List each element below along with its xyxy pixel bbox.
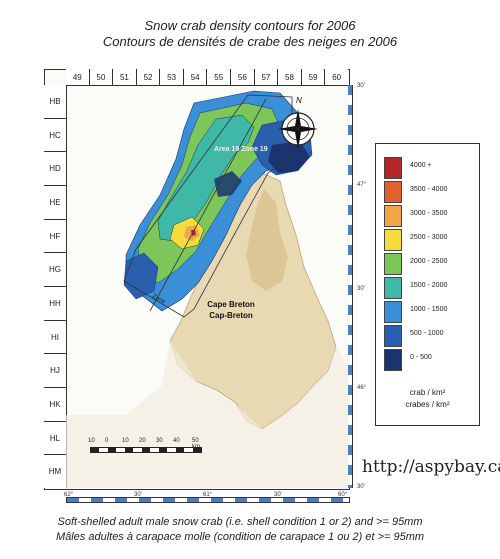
longitude-label: 60° [338,492,348,498]
grid-row-label: HE [44,185,66,219]
legend-entry: 0 - 500 [384,348,474,371]
grid-row-label: HH [44,286,66,320]
zone-divider-line [149,98,267,312]
legend-entry: 2000 - 2500 [384,252,474,275]
grid-column-label: 52 [135,69,160,85]
legend-entry: 3000 - 3500 [384,204,474,227]
latitude-label: 30' [357,83,365,89]
grid-column-label: 53 [159,69,183,85]
legend-entry: 1000 - 1500 [384,300,474,323]
scale-label: 20 [139,438,146,444]
grid-column-header: 49 50 51 52 53 54 55 56 57 58 59 60 [66,69,348,86]
legend-swatch [384,301,402,323]
grid-row-label: HD [44,151,66,185]
legend-swatch [384,157,402,179]
grid-row-label: HG [44,252,66,286]
compass-rose [278,109,318,149]
grid-column-label: 54 [182,69,207,85]
grid-row-label: HM [44,454,66,488]
legend-swatch [384,349,402,371]
legend-label: 4000 + [410,162,432,169]
scale-label: 0 [105,438,109,444]
grid-row-header: HB HC HD HE HF HG HH HI HJ HK HL HM [44,85,67,488]
legend-label: 500 - 1000 [410,330,444,337]
caption-french: Mâles adultes à carapace molle (conditio… [55,531,425,543]
longitude-label: 62° [64,492,74,498]
longitude-label: 30' [134,492,142,498]
density-legend: 4000 + 3500 - 4000 3000 - 3500 2500 - 30… [375,143,480,426]
legend-swatch [384,325,402,347]
map-title-english: Snow crab density contours for 2006 [144,18,356,33]
km-scale-bar: 10 0 10 20 30 40 50 km [88,438,206,454]
grid-column-label: 51 [112,69,136,85]
legend-entry: 3500 - 4000 [384,180,474,203]
legend-entry: 1500 - 2000 [384,276,474,299]
latitude-scale-bar [348,85,353,488]
scale-label: 10 [122,438,129,444]
place-label-french: Cap-Breton [209,311,253,320]
density-band-left [123,252,159,300]
legend-swatch [384,205,402,227]
caption-english: Soft-shelled adult male snow crab (i.e. … [57,516,423,528]
grid-column-label: 59 [300,69,325,85]
latitude-label: 30' [357,286,365,292]
legend-label: 1000 - 1500 [410,306,448,313]
density-darkest-area [268,141,310,173]
grid-row-label: HC [44,117,66,152]
grid-column-label: 56 [230,69,254,85]
longitude-scale-bar [66,489,350,503]
website-watermark: http://aspybay.ca [362,457,500,477]
latitude-label: 30' [357,484,365,490]
legend-swatch [384,181,402,203]
latitude-label: 47° [357,182,367,188]
grid-column-label: 55 [206,69,230,85]
density-map: N Area 19 Zone 19 Zone [66,90,348,488]
grid-column-label: 57 [253,69,278,85]
grid-column-label: 60 [324,69,348,85]
place-label-english: Cape Breton [207,300,255,309]
grid-column-label: 49 [72,72,82,82]
grid-row-label: HJ [44,353,66,387]
grid-row-label: HB [49,96,61,106]
legend-label: 3000 - 3500 [410,210,448,217]
grid-row-label: HK [44,387,66,421]
grid-row-label: HI [44,319,66,354]
legend-unit-english: crab / km² [409,388,446,397]
density-darkest-band [214,171,242,197]
legend-swatch [384,277,402,299]
north-label: N [296,96,302,105]
legend-swatch [384,253,402,275]
scale-label: 10 [88,438,95,444]
grid-column-label: 58 [277,69,301,85]
grid-column-label: 50 [88,69,113,85]
legend-swatch [384,229,402,251]
highland-relief [246,189,288,291]
legend-entry: 500 - 1000 [384,324,474,347]
legend-label: 1500 - 2000 [410,282,448,289]
legend-label: 2000 - 2500 [410,258,448,265]
legend-label: 3500 - 4000 [410,186,448,193]
legend-entry: 4000 + [384,156,474,179]
legend-label: 2500 - 3000 [410,234,448,241]
legend-unit-french: crabes / km² [405,400,450,409]
legend-entry: 2500 - 3000 [384,228,474,251]
scale-label: 40 [173,438,180,444]
map-title-french: Contours de densités de crabe des neiges… [102,34,398,49]
grid-row-label: HF [44,218,66,253]
legend-label: 0 - 500 [410,354,432,361]
longitude-label: 30' [274,492,282,498]
longitude-label: 61° [203,492,213,498]
grid-row-label: HL [44,420,66,455]
area-label: Area 19 Zone 19 [214,146,268,153]
scale-label: 30 [156,438,163,444]
latitude-label: 46° [357,385,367,391]
